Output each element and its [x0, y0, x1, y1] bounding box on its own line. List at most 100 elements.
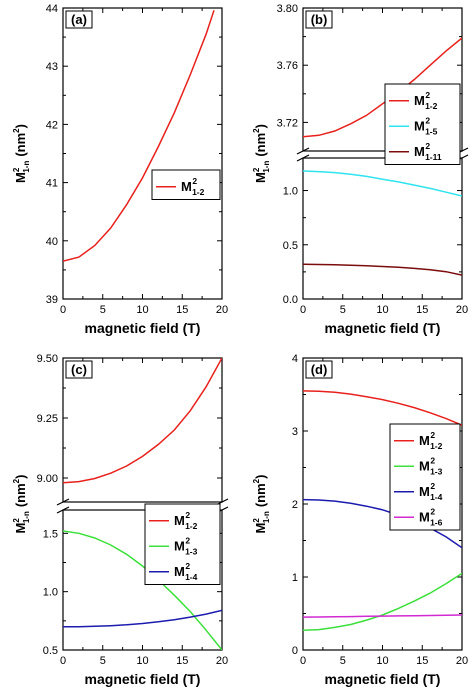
y-axis-label: M21-n(nm2)	[12, 475, 31, 534]
y-tick-label: 0	[292, 645, 298, 657]
legend-main: M	[419, 458, 430, 473]
y-label-sup: 2	[252, 518, 261, 523]
x-tick-label: 10	[136, 655, 148, 667]
y-label-unit: (nm	[253, 133, 268, 157]
x-tick-label: 5	[340, 655, 346, 667]
y-tick-label: 3.76	[277, 60, 298, 72]
y-tick-label: 3.80	[277, 3, 298, 15]
legend-main: M	[174, 513, 185, 528]
x-tick-label: 0	[60, 304, 66, 316]
y-label-unit: (nm	[13, 133, 28, 157]
y-tick-label: 1.0	[283, 186, 298, 198]
axis-break-mark	[296, 154, 310, 162]
x-tick-label: 15	[416, 655, 428, 667]
legend-sub: 1-11	[425, 152, 442, 162]
legend-label: M2 1-2	[414, 90, 438, 111]
x-tick-label: 10	[376, 655, 388, 667]
legend-main: M	[414, 118, 425, 133]
x-axis-label: magnetic field (T)	[85, 320, 201, 336]
legend-sup: 2	[430, 506, 435, 516]
legend-box	[384, 83, 461, 165]
chart-panel-c: 0 5 10 15 209.009.259.500.51.01.5(c)M2 1-2M2 1…	[12, 353, 229, 687]
axis-break-gap	[456, 151, 468, 158]
y-label-unit-close: )	[13, 475, 28, 479]
x-axis-label: magnetic field (T)	[325, 671, 441, 687]
series-line-1-2	[303, 37, 462, 138]
y-label-main: M	[13, 172, 28, 183]
x-tick-label: 10	[376, 304, 388, 316]
legend-label: M2 1-2	[174, 510, 198, 531]
y-axis-label: M21-n(nm2)	[252, 475, 271, 534]
axis-break-mark	[56, 506, 70, 514]
legend-main: M	[414, 144, 425, 159]
y-tick-label: 1.5	[43, 528, 58, 540]
x-tick-label: 15	[176, 304, 188, 316]
axis-break-mark	[56, 498, 70, 506]
axis-break-mark	[296, 147, 310, 155]
legend-sub: 1-6	[430, 517, 443, 527]
y-label-main: M	[13, 523, 28, 534]
axis-break-gap	[57, 502, 69, 510]
y-tick-label: 44	[46, 3, 58, 15]
y-tick-label: 40	[46, 236, 58, 248]
x-tick-label: 20	[216, 304, 228, 316]
y-axis-label: M21-n(nm2)	[252, 124, 271, 183]
x-tick-label: 5	[100, 304, 106, 316]
legend-box	[151, 169, 221, 200]
y-tick-label: 39	[46, 294, 58, 306]
x-tick-label: 5	[100, 655, 106, 667]
legend-label: M2 1-2	[419, 430, 443, 451]
legend-label: M2 1-3	[174, 535, 198, 556]
y-tick-label: 1.0	[43, 587, 58, 599]
y-tick-label: 1	[292, 572, 298, 584]
panel-label-box	[65, 360, 93, 379]
legend-main: M	[419, 433, 430, 448]
y-label-sup: 2	[12, 167, 21, 172]
legend-label: M2 1-4	[174, 561, 198, 582]
y-label-sup: 2	[252, 167, 261, 172]
x-tick-label: 20	[216, 655, 228, 667]
y-label-unit-close: )	[253, 124, 268, 128]
y-label-unit: (nm	[13, 483, 28, 507]
y-tick-label: 43	[46, 61, 58, 73]
y-label-sub: 1-n	[262, 511, 271, 523]
legend-sup: 2	[192, 176, 197, 186]
x-tick-label: 0	[60, 655, 66, 667]
x-tick-label: 5	[340, 304, 346, 316]
legend-label: M2 1-4	[419, 481, 443, 502]
series-line-1-2	[63, 10, 215, 262]
x-tick-label: 10	[136, 304, 148, 316]
legend-label: M2 1-6	[419, 506, 443, 527]
y-tick-label: 3.72	[277, 117, 298, 129]
y-tick-label: 0.5	[43, 645, 58, 657]
series-line-1-3	[63, 530, 222, 650]
series-line-1-4	[63, 609, 222, 628]
legend-sup: 2	[430, 481, 435, 491]
panel-label-box	[305, 10, 333, 29]
series-line-1-5	[303, 170, 462, 197]
legend-main: M	[419, 509, 430, 524]
legend-sub: 1-3	[430, 466, 443, 476]
legend-sub: 1-5	[425, 126, 438, 136]
legend-sup: 2	[425, 90, 430, 100]
panel-label: (b)	[311, 12, 328, 27]
x-axis-label: magnetic field (T)	[325, 320, 441, 336]
legend-sub: 1-2	[425, 101, 438, 111]
chart-panel-b: 0 5 10 15 203.723.763.800.00.51.0(b)M2 1-2M2 1…	[252, 3, 469, 336]
y-tick-label: 9.25	[37, 413, 58, 425]
axis-break-gap	[216, 502, 228, 510]
y-label-sup: 2	[12, 518, 21, 523]
y-label-main: M	[253, 172, 268, 183]
legend-sub: 1-2	[192, 187, 205, 197]
x-tick-label: 0	[300, 304, 306, 316]
legend-sub: 1-2	[185, 521, 198, 531]
x-tick-label: 0	[300, 655, 306, 667]
y-tick-label: 41	[46, 178, 58, 190]
y-label-unit-sup: 2	[252, 128, 261, 133]
legend-main: M	[419, 484, 430, 499]
x-tick-label: 20	[456, 304, 468, 316]
y-tick-label: 42	[46, 119, 58, 131]
x-axis-label: magnetic field (T)	[85, 671, 201, 687]
panel-label: (a)	[71, 12, 87, 27]
